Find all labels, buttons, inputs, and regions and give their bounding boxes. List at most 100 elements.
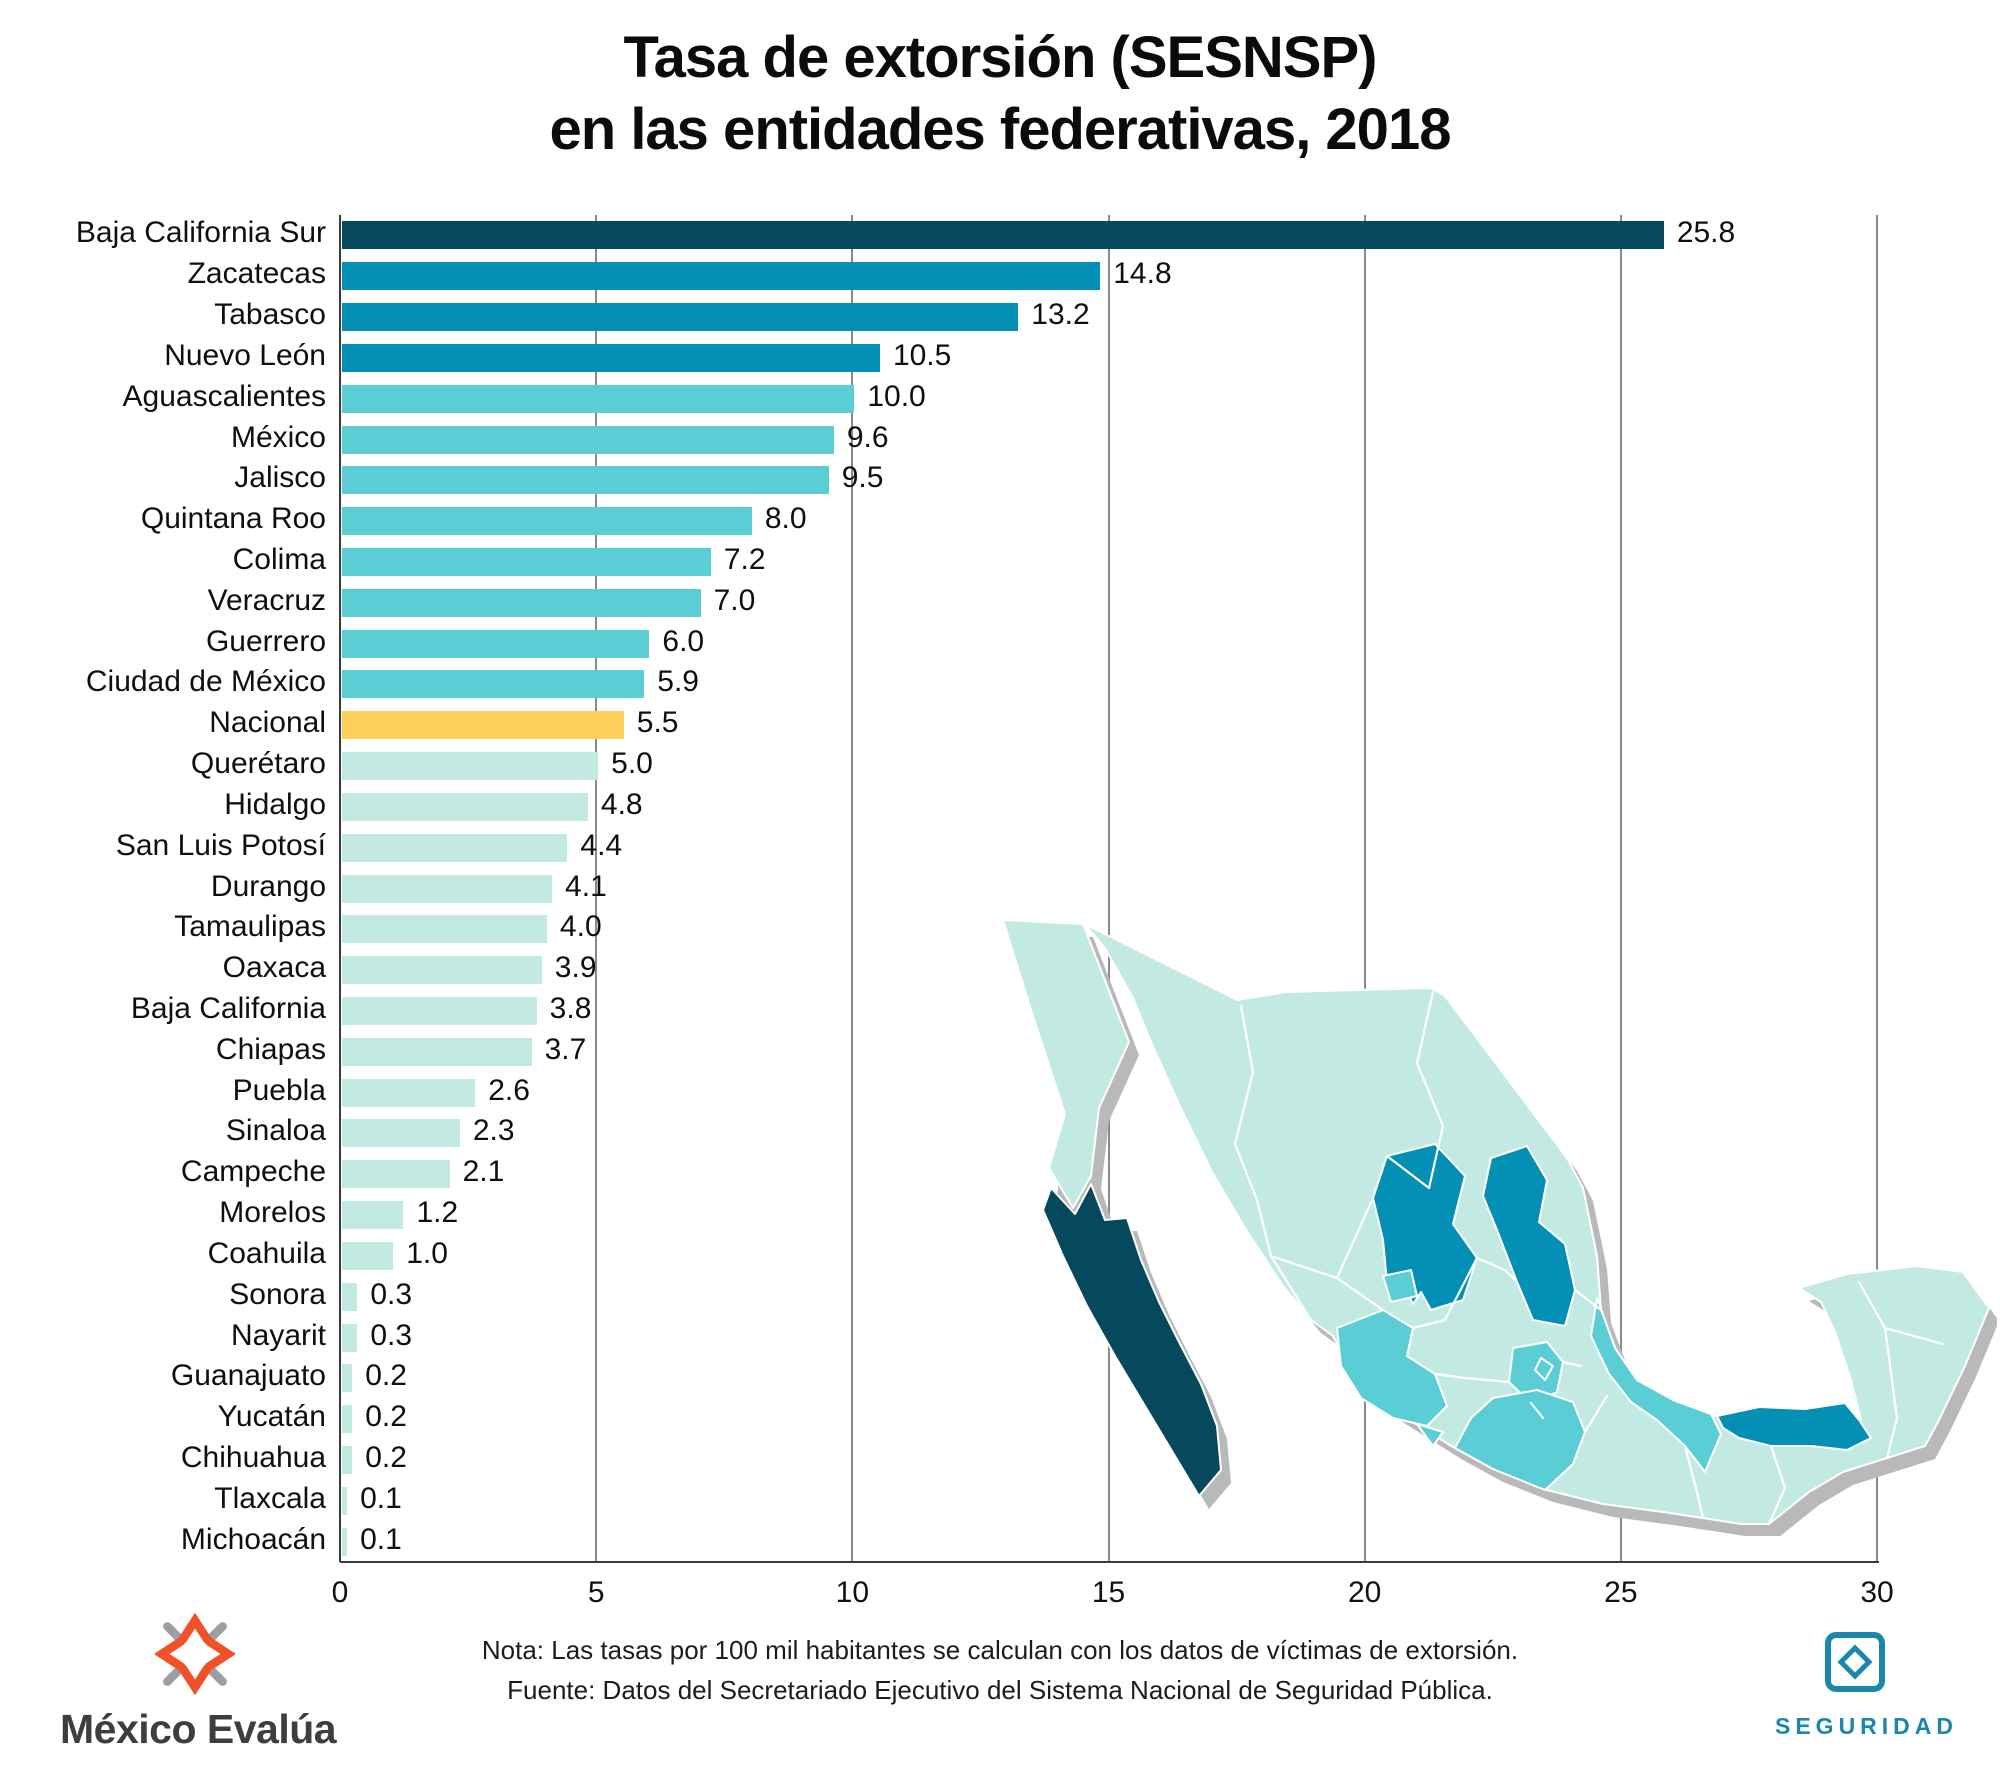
state-tabasco: [1716, 1402, 1872, 1451]
y-axis-label: Nayarit: [230, 1318, 326, 1352]
bar-baja-california: [342, 996, 537, 1025]
value-label: 4.4: [580, 828, 623, 862]
bar-ciudad-de-méxico: [342, 670, 645, 699]
value-label: 8.0: [764, 502, 807, 536]
bar-colima: [342, 547, 711, 576]
value-label: 3.9: [554, 951, 597, 985]
value-label: 2.1: [462, 1155, 505, 1189]
bar-nayarit: [342, 1323, 358, 1352]
value-label: 13.2: [1031, 298, 1090, 332]
bar-hidalgo: [342, 792, 588, 821]
y-axis-label: Oaxaca: [222, 951, 326, 985]
y-axis-label: San Luis Potosí: [115, 828, 326, 862]
value-label: 10.0: [867, 379, 926, 413]
mexico-evalua-wordmark: México Evalúa: [60, 1706, 337, 1752]
y-axis-label: Sinaloa: [225, 1114, 326, 1148]
value-label: 0.2: [365, 1440, 407, 1474]
source-line: Fuente: Datos del Secretariado Ejecutivo…: [507, 1675, 1493, 1705]
bar-yucatán: [342, 1405, 353, 1434]
state-borders: [1233, 990, 1945, 1526]
y-axis-label: Aguascalientes: [122, 379, 326, 413]
y-axis-label: Guerrero: [205, 624, 326, 658]
bar-veracruz: [342, 588, 701, 617]
y-axis-label: Campeche: [180, 1155, 326, 1189]
bar-nuevo-león: [342, 343, 880, 372]
y-axis-label: Guanajuato: [170, 1359, 326, 1393]
x-tick-label: 10: [835, 1576, 870, 1609]
y-axis-label: Tlaxcala: [214, 1481, 326, 1515]
y-axis-label: Jalisco: [234, 461, 326, 495]
bar-oaxaca: [342, 956, 542, 985]
bar-durango: [342, 874, 553, 903]
x-tick-label: 0: [331, 1576, 349, 1609]
value-label: 4.0: [559, 910, 602, 944]
value-label: 1.2: [416, 1196, 459, 1230]
value-label: 5.9: [657, 665, 699, 699]
value-label: 25.8: [1676, 216, 1736, 250]
y-axis-label: Veracruz: [207, 583, 326, 617]
gridline-x5: [595, 215, 598, 1562]
value-label: 3.7: [544, 1032, 587, 1066]
value-label: 7.2: [723, 542, 766, 576]
x-tick-label: 20: [1347, 1576, 1382, 1609]
value-label: 0.1: [360, 1481, 402, 1515]
value-label: 0.1: [360, 1522, 402, 1556]
footnotes: Nota: Las tasas por 100 mil habitantes s…: [0, 1630, 2000, 1710]
value-label: 2.3: [472, 1114, 515, 1148]
y-axis-label: Chihuahua: [180, 1440, 326, 1474]
value-label: 0.2: [365, 1359, 407, 1393]
y-axis-label: Chiapas: [215, 1032, 326, 1066]
seguridad-wordmark: SEGURIDAD: [1775, 1713, 1959, 1739]
bar-guerrero: [342, 629, 650, 658]
x-tick-label: 15: [1091, 1576, 1126, 1609]
bar-sonora: [342, 1282, 358, 1311]
bar-coahuila: [342, 1241, 394, 1270]
y-axis-label: Colima: [232, 542, 326, 576]
state-baja-california: [1002, 919, 1130, 1209]
bar-méxico: [342, 425, 834, 454]
value-label: 6.0: [662, 624, 705, 658]
bar-tabasco: [342, 303, 1019, 332]
value-label: 4.8: [600, 787, 643, 821]
state-colima: [1416, 1423, 1444, 1447]
bar-campeche: [342, 1160, 450, 1189]
chart-title: Tasa de extorsión (SESNSP) en las entida…: [0, 22, 2000, 166]
y-axis-label: Zacatecas: [187, 257, 326, 291]
y-axis-label: Quintana Roo: [140, 502, 326, 536]
bar-morelos: [342, 1201, 404, 1230]
x-tick-label: 5: [587, 1576, 605, 1609]
value-label: 1.0: [406, 1236, 448, 1270]
bar-quintana-roo: [342, 507, 752, 536]
y-axis-line: [339, 215, 341, 1562]
value-label: 0.2: [365, 1400, 407, 1434]
y-axis-label: Coahuila: [207, 1236, 326, 1270]
gridline-x15: [1107, 215, 1110, 1562]
mexico-evalua-star-icon: [155, 1612, 235, 1696]
value-label: 5.5: [636, 706, 679, 740]
y-axis-label: Sonora: [229, 1277, 326, 1311]
note-line: Nota: Las tasas por 100 mil habitantes s…: [481, 1635, 1519, 1665]
y-axis-label: Nacional: [209, 706, 326, 740]
y-axis-label: Nuevo León: [164, 338, 326, 372]
state-jalisco: [1336, 1309, 1448, 1427]
state-veracruz: [1590, 1297, 1722, 1473]
state-cdmx: [1534, 1357, 1554, 1381]
x-axis-line: [340, 1561, 1879, 1563]
mexico-evalua-logo: México Evalúa: [60, 1612, 380, 1753]
bar-chihuahua: [342, 1445, 353, 1474]
chart-title-line1: Tasa de extorsión (SESNSP): [623, 25, 1378, 90]
bar-sinaloa: [342, 1119, 460, 1148]
bar-tlaxcala: [342, 1486, 348, 1515]
y-axis-label: México: [230, 420, 326, 454]
chart-title-line2: en las entidades federativas, 2018: [549, 97, 1452, 162]
bar-michoacán: [342, 1527, 348, 1556]
state-zacatecas: [1372, 1143, 1478, 1311]
bar-baja-california-sur: [342, 221, 1664, 250]
mexico-choropleth-map: [1002, 919, 1997, 1536]
y-axis-label: Durango: [210, 869, 326, 903]
gridline-x30: [1876, 215, 1878, 1562]
y-axis-label: Morelos: [219, 1196, 326, 1230]
value-label: 9.6: [846, 420, 889, 454]
gridline-x25: [1619, 215, 1622, 1562]
